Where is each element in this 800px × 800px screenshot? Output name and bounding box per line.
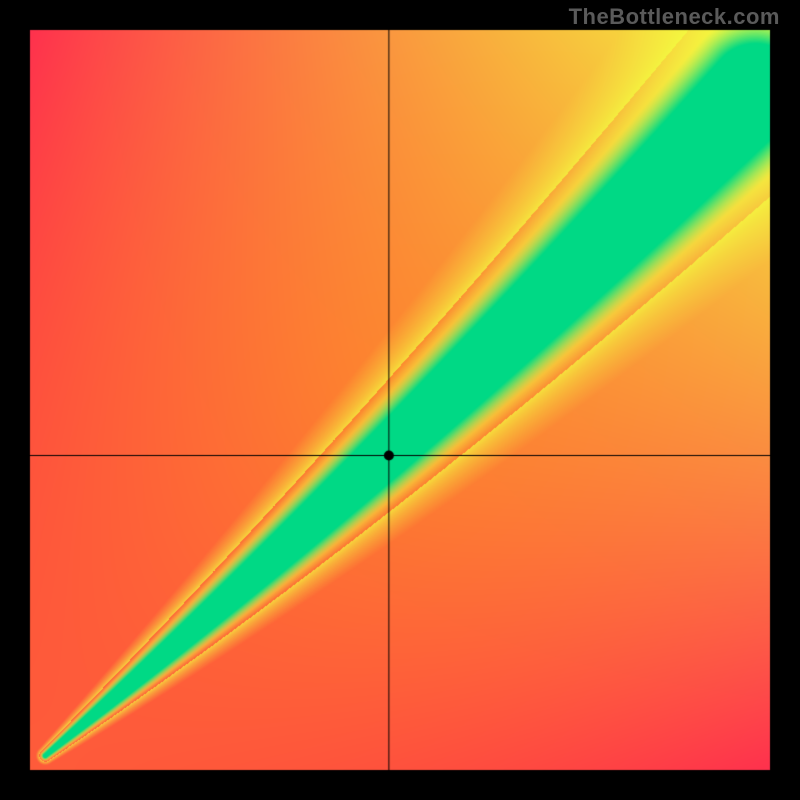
bottleneck-heatmap [0, 0, 800, 800]
chart-container: TheBottleneck.com [0, 0, 800, 800]
attribution-label: TheBottleneck.com [569, 4, 780, 30]
